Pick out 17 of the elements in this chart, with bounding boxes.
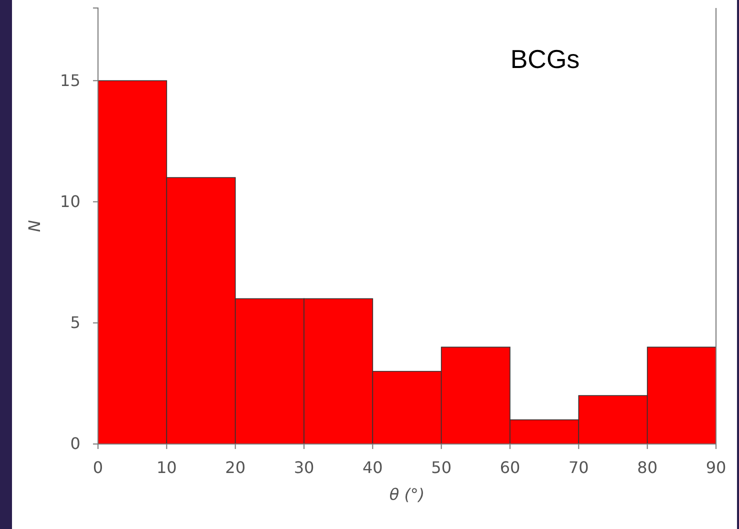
x-tick-label: 50 bbox=[431, 458, 452, 477]
y-tick-label: 5 bbox=[70, 313, 80, 332]
x-tick-label: 0 bbox=[92, 458, 104, 477]
x-tick-label: 70 bbox=[568, 458, 589, 477]
y-axis-title: N bbox=[25, 220, 44, 232]
x-tick-label: 30 bbox=[294, 458, 314, 477]
x-tick-label: 40 bbox=[362, 458, 383, 477]
x-tick-label: 80 bbox=[637, 458, 658, 477]
x-tick-label: 20 bbox=[225, 458, 246, 477]
y-tick-label: 0 bbox=[70, 434, 80, 454]
x-tick-label: 60 bbox=[500, 458, 520, 477]
x-tick-label: 10 bbox=[156, 458, 177, 477]
x-axis-title: θ (°) bbox=[389, 485, 425, 504]
annotation: BCGs bbox=[510, 44, 580, 74]
y-tick-label: 10 bbox=[60, 192, 80, 211]
y-tick-label: 15 bbox=[60, 70, 80, 90]
x-tick-label: 90 bbox=[706, 458, 726, 477]
